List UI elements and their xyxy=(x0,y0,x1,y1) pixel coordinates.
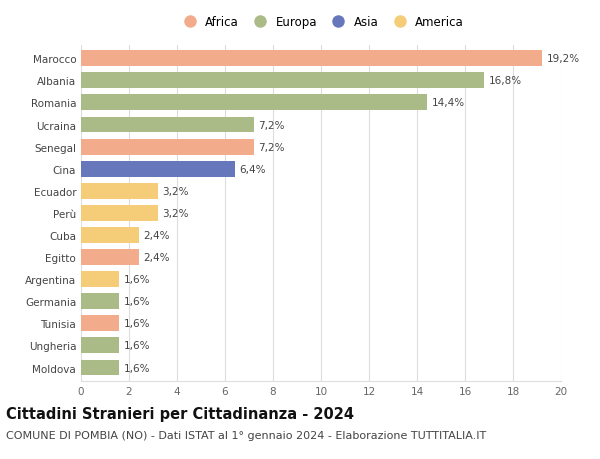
Text: 7,2%: 7,2% xyxy=(259,120,285,130)
Bar xyxy=(81,206,158,221)
Text: 6,4%: 6,4% xyxy=(239,164,266,174)
Text: 1,6%: 1,6% xyxy=(124,297,151,307)
Bar xyxy=(81,338,119,353)
Text: 2,4%: 2,4% xyxy=(143,252,170,263)
Bar xyxy=(81,360,119,375)
Text: COMUNE DI POMBIA (NO) - Dati ISTAT al 1° gennaio 2024 - Elaborazione TUTTITALIA.: COMUNE DI POMBIA (NO) - Dati ISTAT al 1°… xyxy=(6,431,486,441)
Text: 1,6%: 1,6% xyxy=(124,319,151,329)
Bar xyxy=(81,118,254,133)
Text: 7,2%: 7,2% xyxy=(259,142,285,152)
Bar xyxy=(81,272,119,287)
Text: 1,6%: 1,6% xyxy=(124,363,151,373)
Bar xyxy=(81,140,254,155)
Bar xyxy=(81,95,427,111)
Text: 1,6%: 1,6% xyxy=(124,274,151,285)
Text: 3,2%: 3,2% xyxy=(163,208,189,218)
Text: 1,6%: 1,6% xyxy=(124,341,151,351)
Bar xyxy=(81,294,119,309)
Text: Cittadini Stranieri per Cittadinanza - 2024: Cittadini Stranieri per Cittadinanza - 2… xyxy=(6,406,354,421)
Text: 3,2%: 3,2% xyxy=(163,186,189,196)
Bar xyxy=(81,162,235,177)
Bar xyxy=(81,73,484,89)
Bar xyxy=(81,316,119,331)
Text: 16,8%: 16,8% xyxy=(489,76,522,86)
Text: 19,2%: 19,2% xyxy=(547,54,580,64)
Bar xyxy=(81,250,139,265)
Legend: Africa, Europa, Asia, America: Africa, Europa, Asia, America xyxy=(173,11,469,34)
Bar xyxy=(81,228,139,243)
Bar xyxy=(81,51,542,67)
Text: 2,4%: 2,4% xyxy=(143,230,170,241)
Bar xyxy=(81,184,158,199)
Text: 14,4%: 14,4% xyxy=(431,98,464,108)
